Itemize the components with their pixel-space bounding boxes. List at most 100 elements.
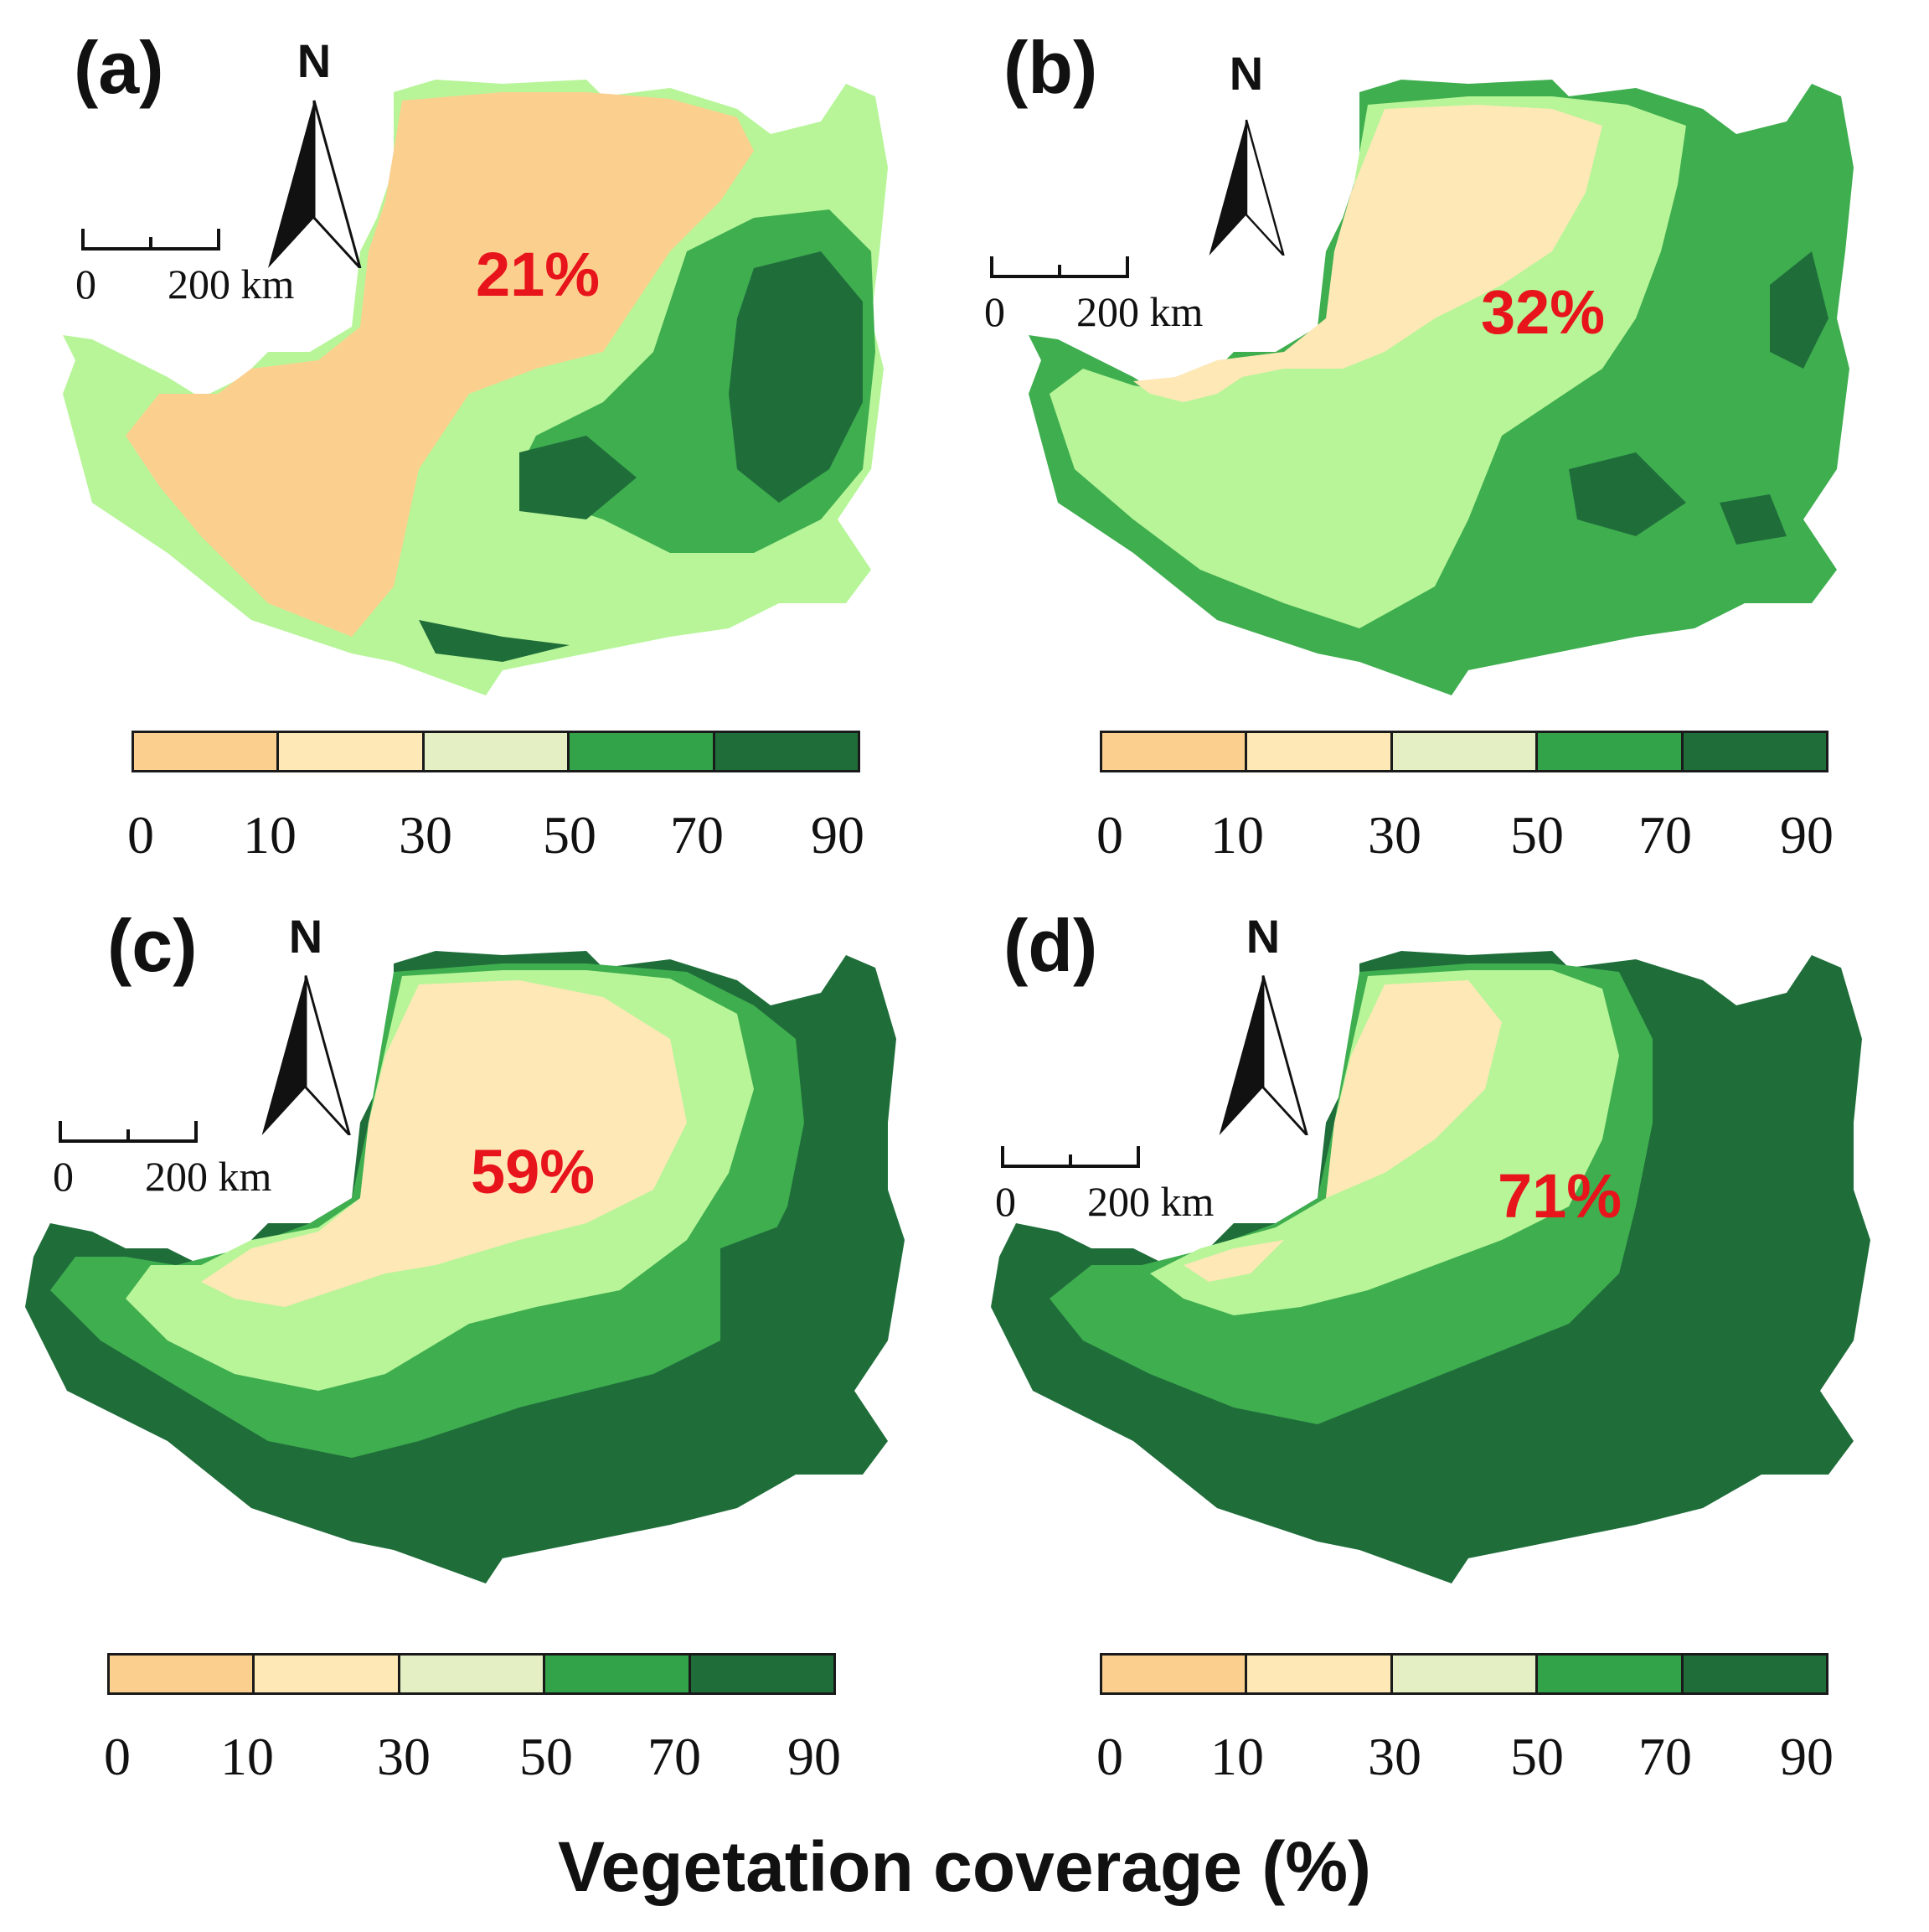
north-letter: N xyxy=(288,910,323,963)
scale-bar-icon xyxy=(990,256,1129,278)
legend-swatch xyxy=(424,733,570,770)
scale-bar: 0 200 km xyxy=(984,250,1240,350)
legend-bar-d xyxy=(1100,1653,1828,1695)
north-arrow-icon xyxy=(261,975,351,1135)
scale-zero: 0 xyxy=(75,261,96,307)
legend-swatch xyxy=(110,1656,255,1692)
coverage-percent: 32% xyxy=(1481,277,1606,347)
map-zone-desert xyxy=(126,92,754,637)
legend-tick: 90 xyxy=(811,805,864,865)
coverage-percent: 71% xyxy=(1498,1161,1622,1231)
north-arrow: N xyxy=(1209,909,1318,1144)
scale-bar-icon xyxy=(59,1121,198,1143)
coverage-percent: 21% xyxy=(476,240,601,309)
legend-tick: 10 xyxy=(220,1727,274,1786)
panel-label: (d) xyxy=(1003,904,1098,987)
legend-swatch xyxy=(255,1656,400,1692)
region-shape xyxy=(991,951,1870,1583)
scale-zero: 0 xyxy=(995,1178,1016,1225)
vegetation-map-b xyxy=(1029,80,1854,695)
north-letter: N xyxy=(1246,910,1281,963)
scale-distance: 200 km xyxy=(168,261,295,307)
map-zone-sparse xyxy=(1184,980,1502,1282)
legend-swatch xyxy=(400,1656,546,1692)
legend-tick: 90 xyxy=(1780,1727,1834,1786)
legend-swatch xyxy=(1538,733,1684,770)
vegetation-map-c xyxy=(25,951,905,1583)
legend-swatch xyxy=(1392,733,1539,770)
legend-bar-c xyxy=(107,1653,836,1695)
legend-tick: 30 xyxy=(377,1727,431,1786)
legend-tick: 30 xyxy=(399,805,452,865)
axis-title: Vegetation coverage (%) xyxy=(558,1827,1371,1906)
legend-tick: 30 xyxy=(1368,805,1421,865)
legend-swatch xyxy=(545,1656,691,1692)
north-arrow: N xyxy=(1192,46,1301,281)
region-shape xyxy=(25,951,905,1583)
north-letter: N xyxy=(1229,47,1264,100)
scale-distance: 200 km xyxy=(1076,288,1204,335)
legend-swatch xyxy=(1392,1656,1539,1692)
legend-swatch xyxy=(134,733,280,770)
legend-tick: 70 xyxy=(1638,1727,1692,1786)
map-zone-forest-dense xyxy=(419,251,863,662)
map-zone-forest-dense xyxy=(519,1223,821,1475)
panel-d: (d) 71% N 0 200 km xyxy=(966,904,1929,1793)
region-shape xyxy=(63,80,888,695)
legend-swatch xyxy=(279,733,425,770)
scale-distance: 200 km xyxy=(1087,1178,1215,1225)
legend-swatch xyxy=(1683,1656,1827,1692)
legend-swatch xyxy=(690,1656,834,1692)
legend-swatch xyxy=(1683,733,1827,770)
north-letter: N xyxy=(297,34,332,87)
legend-tick: 30 xyxy=(1368,1727,1421,1786)
scale-zero: 0 xyxy=(53,1153,74,1200)
north-arrow: N xyxy=(251,909,360,1144)
scale-bar-icon xyxy=(1001,1146,1140,1168)
legend-swatch xyxy=(1102,1656,1248,1692)
legend-bar-a xyxy=(132,731,860,772)
legend-tick: 50 xyxy=(1510,1727,1564,1786)
panel-label: (c) xyxy=(107,904,198,987)
legend-bar-b xyxy=(1100,731,1828,772)
legend-tick: 90 xyxy=(787,1727,841,1786)
legend-tick: 70 xyxy=(647,1727,701,1786)
legend-tick: 90 xyxy=(1780,805,1834,865)
legend-swatch xyxy=(1538,1656,1684,1692)
map-zone-sparse xyxy=(1133,105,1602,402)
legend-swatch xyxy=(1247,1656,1393,1692)
region-shape xyxy=(1029,80,1854,695)
map-zone-forest-dense xyxy=(1569,251,1828,545)
legend-swatch xyxy=(1102,733,1248,770)
scale-zero: 0 xyxy=(984,288,1005,335)
legend-tick: 0 xyxy=(1096,1727,1123,1786)
scale-bar: 0 200 km xyxy=(995,1139,1251,1240)
legend-tick: 0 xyxy=(127,805,154,865)
map-zone-sparse xyxy=(201,980,687,1307)
scale-bar-icon xyxy=(81,229,220,251)
north-arrow-icon xyxy=(268,100,362,268)
legend-tick: 0 xyxy=(1096,805,1123,865)
legend-tick: 10 xyxy=(1210,805,1264,865)
vegetation-map-d xyxy=(991,951,1870,1583)
north-arrow-icon xyxy=(1209,119,1285,256)
legend-tick: 70 xyxy=(1638,805,1692,865)
coverage-percent: 59% xyxy=(471,1137,596,1206)
legend-swatch xyxy=(570,733,715,770)
scale-distance: 200 km xyxy=(145,1153,272,1200)
legend-swatch xyxy=(1247,733,1393,770)
legend-tick: 50 xyxy=(519,1727,573,1786)
panel-label: (b) xyxy=(1003,26,1098,109)
scale-bar: 0 200 km xyxy=(53,1114,308,1215)
panel-c: (c) 59% N 0 200 km xyxy=(0,904,963,1793)
scale-bar: 0 200 km xyxy=(75,222,331,323)
legend-tick: 10 xyxy=(243,805,297,865)
legend-tick: 50 xyxy=(543,805,596,865)
legend-tick: 70 xyxy=(670,805,724,865)
panel-b: (b) 32% N 0 200 km xyxy=(966,0,1929,888)
legend-tick: 50 xyxy=(1510,805,1564,865)
legend-tick: 10 xyxy=(1210,1727,1264,1786)
panel-a: (a) 21% N 0 200 km xyxy=(0,0,963,888)
legend-swatch xyxy=(714,733,859,770)
north-arrow: N xyxy=(260,34,369,268)
